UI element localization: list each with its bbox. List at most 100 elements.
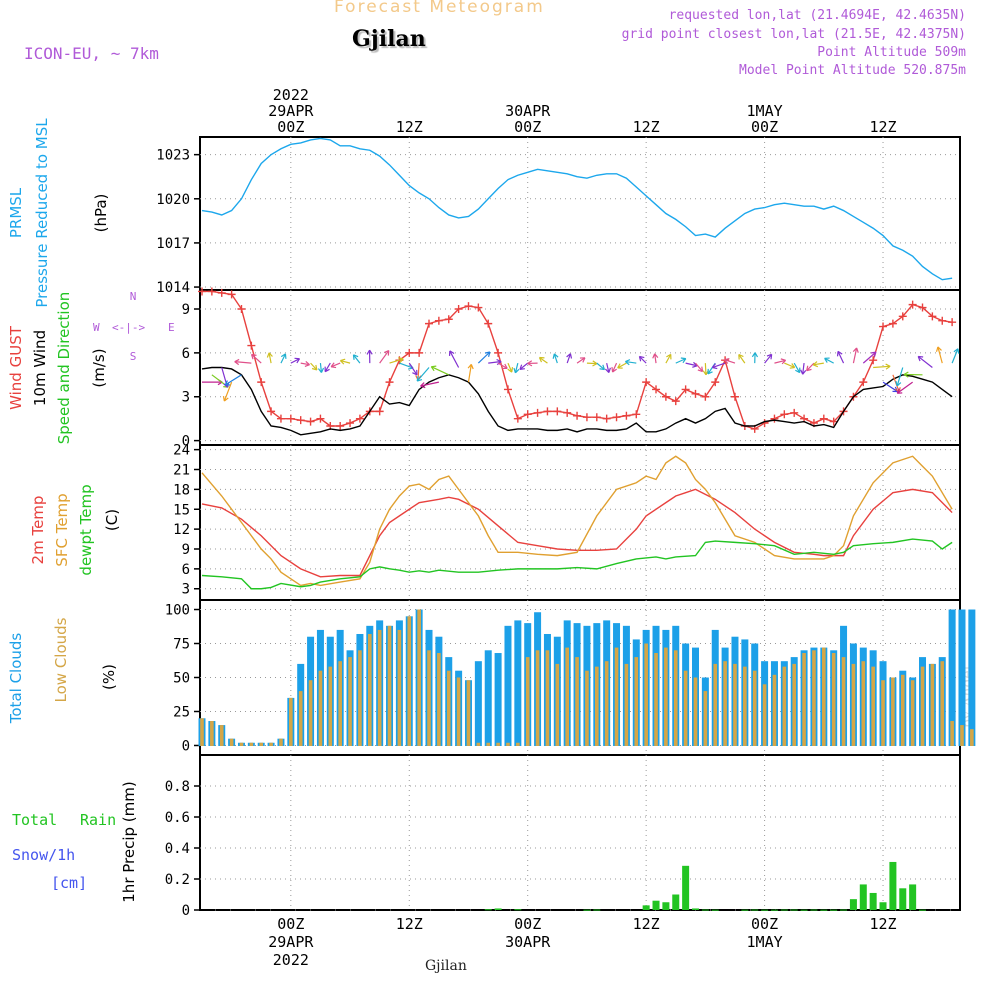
wind-arrow-icon xyxy=(882,381,898,393)
bar-rain xyxy=(780,909,788,911)
bar-low-clouds xyxy=(920,666,925,746)
bar-low-clouds xyxy=(318,670,323,746)
bar-low-clouds xyxy=(782,666,787,746)
wind-arrow-head-icon xyxy=(795,367,801,374)
bottom-time-label: 00Z xyxy=(277,915,304,933)
bar-low-clouds xyxy=(861,661,866,746)
top-time-label: 00Z xyxy=(751,118,778,136)
gust-marker xyxy=(425,319,434,328)
bar-low-clouds xyxy=(575,657,579,746)
top-time-label: 12Z xyxy=(633,118,660,136)
bar-rain xyxy=(820,909,828,911)
top-time-label: 12Z xyxy=(396,118,423,136)
bar-total-clouds xyxy=(968,609,976,746)
gust-marker xyxy=(671,397,680,406)
bar-rain xyxy=(662,902,670,910)
series-sfc-temp xyxy=(201,455,953,587)
bar-low-clouds xyxy=(200,718,204,746)
wind-arrow-head-icon xyxy=(507,367,514,373)
gust-marker xyxy=(582,413,591,422)
series-2m-temp xyxy=(201,488,953,578)
wind-arrow-icon xyxy=(862,351,877,364)
bar-low-clouds xyxy=(308,680,313,746)
top-time-label: 30APR xyxy=(505,102,551,120)
wind-arrow-icon xyxy=(806,362,815,372)
wind-arrow-head-icon xyxy=(566,353,573,359)
bar-low-clouds xyxy=(664,647,668,746)
wind-arrow-head-icon xyxy=(467,363,474,370)
gust-marker xyxy=(247,341,256,350)
wind-arrow-icon xyxy=(251,353,262,364)
bar-low-clouds xyxy=(456,677,461,746)
bar-rain xyxy=(672,894,680,910)
gust-marker xyxy=(434,316,443,325)
top-time-label: 00Z xyxy=(514,118,541,136)
wind-arrow-head-icon xyxy=(604,367,611,374)
gust-marker xyxy=(888,319,897,328)
wind-arrow-head-icon xyxy=(896,388,903,394)
requested-coords: requested lon,lat (21.4694E, 42.4635N) xyxy=(668,8,966,23)
wind-arrow-head-icon xyxy=(599,364,606,371)
wind-arrow-head-icon xyxy=(538,356,545,363)
series-10m-wind xyxy=(201,366,953,436)
gust-marker xyxy=(474,303,483,312)
gust-marker xyxy=(415,348,424,357)
wind-arrow-icon xyxy=(784,362,795,369)
y-tick-label: 6 xyxy=(182,562,190,578)
wind-arrow-head-icon xyxy=(617,363,623,369)
gust-marker xyxy=(464,302,473,311)
wind-arrow-head-icon xyxy=(294,357,301,364)
bar-total-clouds xyxy=(484,650,492,746)
gust-marker xyxy=(306,417,315,426)
wind-arrow-icon xyxy=(566,353,572,364)
wind-arrow-icon xyxy=(224,374,242,386)
compass-e: E xyxy=(168,321,175,334)
y-tick-label: 0.4 xyxy=(165,841,190,857)
wind-arrow-head-icon xyxy=(383,350,390,356)
wind-arrow-icon xyxy=(467,364,472,383)
wind-arrow-icon xyxy=(917,355,933,368)
bar-low-clouds xyxy=(723,661,727,746)
wind-arrow-icon xyxy=(539,357,548,364)
bar-low-clouds xyxy=(328,666,333,746)
bar-low-clouds xyxy=(614,647,619,746)
bar-low-clouds xyxy=(871,666,875,746)
gust-marker xyxy=(661,392,670,401)
bar-low-clouds xyxy=(841,657,846,746)
top-time-label: 29APR xyxy=(268,102,314,120)
wind-arrow-icon xyxy=(712,362,726,369)
wind-arrow-head-icon xyxy=(812,361,819,368)
bar-low-clouds xyxy=(743,666,747,746)
gust-marker xyxy=(770,414,779,423)
gust-marker xyxy=(938,316,947,325)
gust-marker xyxy=(503,385,512,394)
gust-marker xyxy=(898,312,907,321)
gust-marker xyxy=(276,414,285,423)
gust-marker xyxy=(592,413,601,422)
bar-low-clouds xyxy=(891,677,895,746)
bar-rain xyxy=(494,908,502,910)
wind-arrow-icon xyxy=(837,351,845,364)
wind-arrow-head-icon xyxy=(652,353,659,359)
bar-total-clouds xyxy=(474,661,482,746)
label-total: Total xyxy=(12,811,57,829)
wind-arrow-head-icon xyxy=(222,395,229,402)
wind-arrow-icon xyxy=(408,362,418,376)
bar-low-clouds xyxy=(427,650,431,746)
wind-arrow-head-icon xyxy=(484,351,491,357)
label-low-clouds: Low Clouds xyxy=(52,617,70,702)
bar-low-clouds xyxy=(525,657,530,746)
wind-arrow-head-icon xyxy=(366,349,373,355)
wind-arrow-head-icon xyxy=(398,357,404,364)
bar-rain xyxy=(583,909,591,911)
y-tick-label: 75 xyxy=(173,637,190,653)
y-tick-label: 18 xyxy=(173,482,190,498)
gust-marker xyxy=(612,413,621,422)
label-speed-direction: Speed and Direction xyxy=(55,292,73,445)
bar-low-clouds xyxy=(565,647,569,746)
bottom-time-label: 12Z xyxy=(633,915,660,933)
wind-arrow-head-icon xyxy=(806,365,812,372)
label-wind-gust: Wind GUST xyxy=(7,325,25,410)
wind-arrow-head-icon xyxy=(666,353,672,360)
bar-rain xyxy=(514,909,522,911)
